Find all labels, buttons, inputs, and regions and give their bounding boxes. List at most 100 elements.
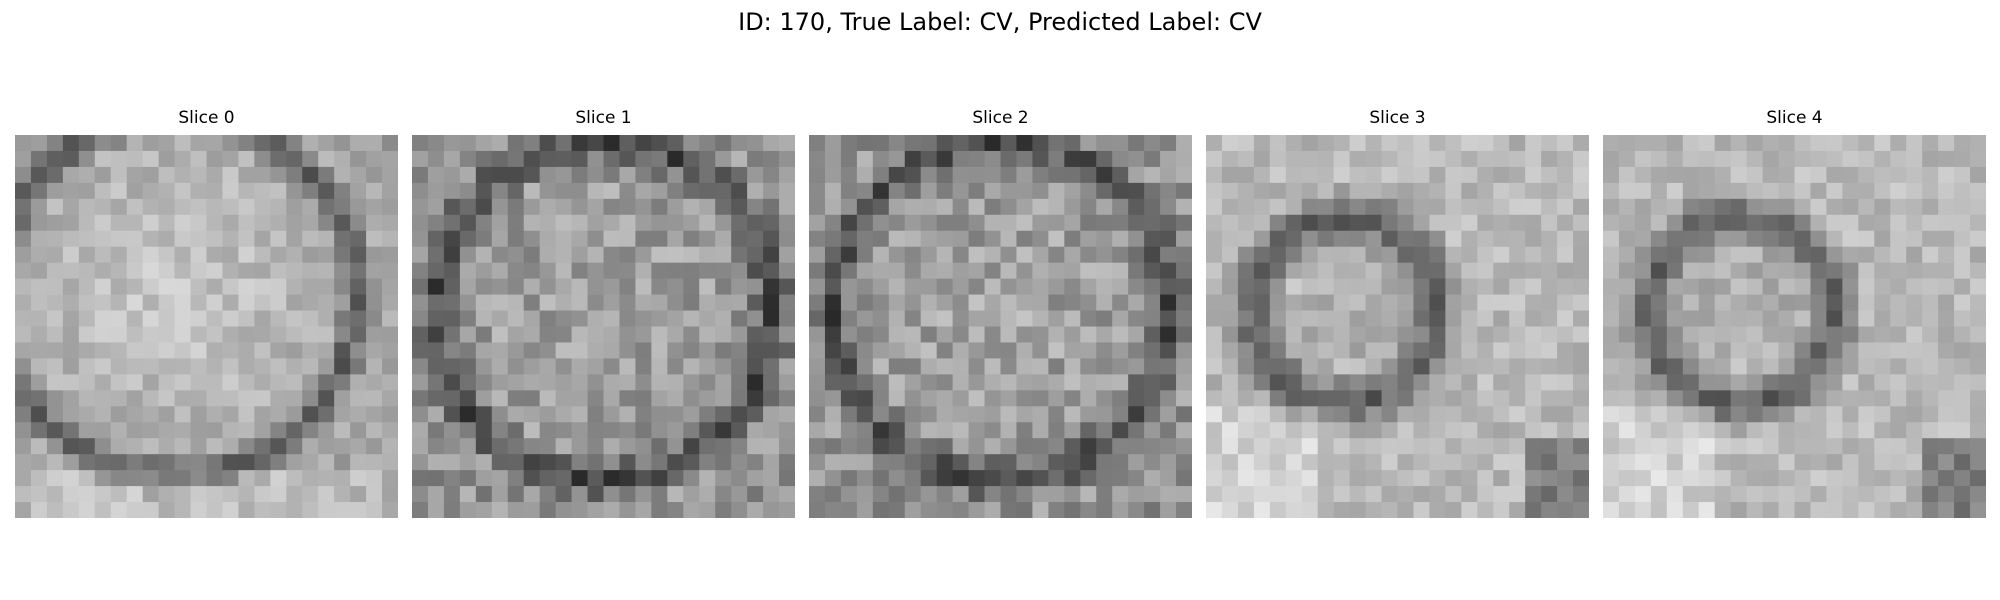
pixel	[904, 390, 922, 407]
pixel	[174, 230, 192, 248]
pixel	[1128, 230, 1145, 248]
pixel	[1413, 342, 1431, 360]
pixel	[94, 406, 112, 423]
pixel	[46, 278, 64, 296]
pixel	[571, 150, 589, 168]
pixel	[747, 374, 764, 391]
pixel	[427, 214, 445, 232]
pixel	[619, 374, 637, 391]
pixel	[1333, 326, 1351, 344]
pixel	[809, 310, 826, 328]
pixel	[1650, 342, 1668, 360]
pixel	[507, 470, 525, 487]
pixel	[1874, 454, 1891, 471]
pixel	[382, 326, 398, 344]
pixel	[1730, 406, 1748, 423]
pixel	[1160, 470, 1177, 487]
pixel	[619, 406, 637, 423]
pixel	[872, 502, 890, 518]
pixel	[30, 278, 48, 296]
pixel	[1778, 310, 1796, 328]
pixel	[968, 262, 986, 280]
pixel	[603, 230, 621, 248]
pixel	[1176, 390, 1192, 407]
pixel	[427, 422, 445, 439]
pixel	[1557, 246, 1574, 264]
pixel	[475, 374, 493, 391]
pixel	[1285, 342, 1303, 360]
pixel	[1144, 390, 1161, 407]
pixel	[1397, 326, 1415, 344]
pixel	[603, 470, 621, 487]
pixel	[667, 358, 684, 375]
pixel	[1333, 214, 1351, 232]
pixel	[1221, 486, 1239, 503]
pixel	[1541, 502, 1558, 518]
pixel	[1269, 135, 1287, 152]
pixel	[1429, 262, 1446, 280]
pixel	[1221, 135, 1239, 152]
pixel	[1221, 342, 1239, 360]
pixel	[1557, 422, 1574, 439]
pixel	[1666, 390, 1684, 407]
pixel	[1269, 294, 1287, 312]
pixel	[1317, 262, 1335, 280]
pixel	[222, 422, 240, 439]
pixel	[142, 262, 160, 280]
pixel	[824, 278, 842, 296]
pixel	[412, 486, 429, 503]
pixel	[254, 150, 271, 168]
pixel	[475, 214, 493, 232]
pixel	[15, 294, 32, 312]
pixel	[1176, 150, 1192, 168]
pixel	[1746, 246, 1764, 264]
pixel	[1080, 150, 1097, 168]
pixel	[1493, 310, 1510, 328]
pixel	[1714, 486, 1732, 503]
pixel	[1858, 262, 1875, 280]
pixel	[1603, 326, 1620, 344]
pixel	[350, 422, 367, 439]
pixel	[1541, 406, 1558, 423]
pixel	[206, 438, 224, 455]
pixel	[1954, 358, 1971, 375]
pixel	[1064, 294, 1081, 312]
pixel	[603, 438, 621, 455]
pixel	[254, 502, 271, 518]
pixel	[1826, 310, 1843, 328]
pixel	[1666, 135, 1684, 152]
pixel	[1541, 182, 1558, 200]
pixel	[1096, 326, 1113, 344]
pixel	[286, 470, 303, 487]
pixel	[318, 470, 335, 487]
pixel	[1349, 166, 1367, 184]
pixel	[683, 406, 700, 423]
pixel	[190, 214, 208, 232]
pixel	[62, 198, 80, 216]
pixel	[1477, 214, 1494, 232]
pixel	[1349, 135, 1367, 152]
pixel	[1557, 390, 1574, 407]
pixel	[286, 502, 303, 518]
pixel	[1525, 198, 1542, 216]
pixel	[350, 246, 367, 264]
pixel	[1333, 502, 1351, 518]
pixel	[1397, 342, 1415, 360]
pixel	[1413, 470, 1431, 487]
pixel	[1541, 230, 1558, 248]
pixel	[46, 486, 64, 503]
pixel	[1080, 262, 1097, 280]
pixel	[270, 214, 287, 232]
pixel	[603, 182, 621, 200]
pixel	[1096, 182, 1113, 200]
pixel	[1160, 246, 1177, 264]
pixel	[78, 166, 96, 184]
pixel	[779, 182, 795, 200]
pixel	[382, 422, 398, 439]
pixel	[1160, 278, 1177, 296]
pixel	[1381, 182, 1399, 200]
pixel	[1826, 486, 1843, 503]
pixel	[1445, 230, 1462, 248]
pixel	[1445, 310, 1462, 328]
pixel	[1080, 326, 1097, 344]
